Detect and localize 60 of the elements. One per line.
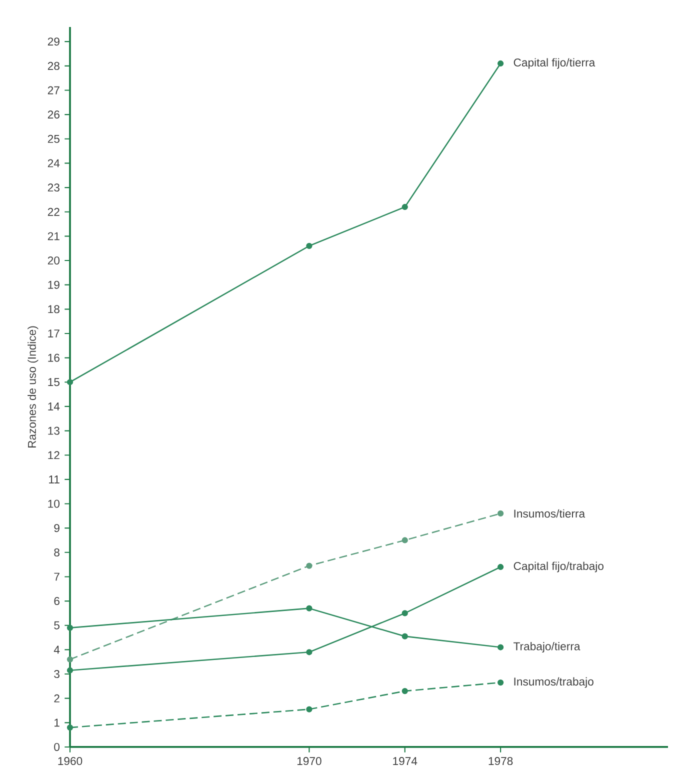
point [497,564,504,570]
y-tick-label: 17 [48,330,60,338]
point [306,242,312,249]
y-tick-label: 19 [48,280,60,289]
y-tick-label: 1 [54,718,60,727]
point [306,605,312,612]
y-tick-label: 4 [54,646,60,654]
y-tick-label: 5 [54,621,60,630]
y-tick-label: 6 [54,597,60,606]
y-tick-label: 8 [54,548,60,556]
point [402,633,408,640]
y-tick-label: 21 [48,232,60,240]
series-label: Insumos/trabajo [514,677,594,688]
point [402,537,408,544]
y-tick-label: 12 [48,451,60,460]
x-tick-label: 1974 [393,757,418,766]
y-tick-label: 0 [54,742,60,751]
point [66,379,74,386]
y-tick-label: 22 [48,208,60,216]
point [306,562,312,569]
point [66,667,74,674]
y-tick-label: 14 [48,402,60,410]
y-tick-label: 11 [49,476,60,484]
y-tick-label: 16 [48,354,60,362]
y-tick-label: 10 [48,500,60,508]
series-label: Insumos/tierra [514,509,586,518]
y-axis-title: Razones de uso (Indice) [28,326,38,448]
y-tick-label: 28 [48,62,60,70]
y-tick-label: 2 [54,694,60,702]
x-tick-label: 1970 [297,757,322,766]
y-tick-label: 27 [48,86,60,94]
point [66,624,74,631]
point [497,679,504,686]
x-tick-label: 1960 [58,757,82,766]
point [402,688,408,694]
point [402,610,408,616]
point [66,656,74,662]
y-tick-label: 7 [54,572,60,581]
series-label: Capital fijo/trabajo [514,562,604,572]
point [306,706,312,712]
y-tick-label: 20 [48,256,60,265]
series-label: Capital fijo/tierra [514,58,596,69]
y-tick-label: 9 [54,524,60,532]
point [66,724,74,731]
point [402,204,408,210]
y-tick-label: 18 [48,305,60,314]
point [497,60,504,67]
y-tick-label: 24 [48,159,60,168]
y-tick-label: 25 [48,134,60,143]
y-tick-label: 13 [48,426,60,435]
x-tick-label: 1978 [488,757,513,766]
y-tick-label: 15 [48,378,60,386]
y-tick-label: 26 [48,110,60,119]
series-label: Trabajo/tierra [514,642,580,653]
point [497,644,504,650]
y-tick-label: 23 [48,184,60,192]
y-tick-label: 3 [54,670,60,678]
point [306,649,312,656]
y-tick-label: 29 [48,38,60,46]
point [497,510,504,517]
